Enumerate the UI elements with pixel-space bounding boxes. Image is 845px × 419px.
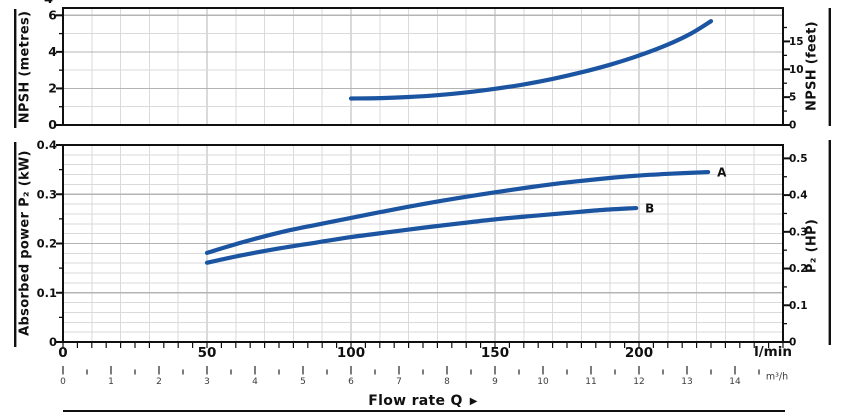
svg-text:0: 0 — [60, 377, 66, 387]
svg-text:15: 15 — [789, 36, 804, 48]
svg-text:0.5: 0.5 — [789, 153, 808, 165]
x-axis-title-text: Flow rate Q — [368, 393, 463, 409]
curve-b — [204, 205, 639, 265]
svg-text:0.4: 0.4 — [37, 138, 57, 152]
x-axis-title: Flow rate Q ▶ — [368, 393, 477, 409]
svg-text:50: 50 — [198, 345, 217, 361]
svg-text:0.2: 0.2 — [789, 263, 808, 275]
svg-text:0.4: 0.4 — [789, 190, 808, 202]
svg-text:B: B — [645, 202, 654, 216]
y-axis-title-npsh-feet: NPSH (feet) — [804, 21, 820, 111]
svg-text:6: 6 — [348, 377, 354, 387]
svg-text:4: 4 — [252, 377, 258, 387]
x-axis-unit-m3h: m³/h — [765, 371, 789, 383]
svg-text:150: 150 — [481, 345, 509, 361]
svg-text:11: 11 — [585, 377, 596, 387]
svg-text:100: 100 — [337, 345, 365, 361]
cutoff-tick-label: 4 — [44, 0, 53, 7]
svg-text:14: 14 — [729, 377, 741, 387]
y-axis-title-npsh-metres: NPSH (metres) — [17, 10, 33, 124]
svg-text:0.1: 0.1 — [789, 300, 808, 312]
svg-text:2: 2 — [156, 377, 162, 387]
svg-text:1: 1 — [108, 377, 114, 387]
svg-text:10: 10 — [789, 64, 804, 76]
svg-text:12: 12 — [633, 377, 644, 387]
svg-text:6: 6 — [48, 7, 57, 22]
svg-text:0: 0 — [789, 337, 796, 349]
curve-npsh — [348, 19, 714, 101]
svg-text:0: 0 — [49, 335, 57, 349]
svg-text:A: A — [717, 166, 727, 180]
svg-text:5: 5 — [300, 377, 306, 387]
right-arrow-icon: ▶ — [469, 395, 478, 407]
y-axis-title-power-hp: P₂ (HP) — [804, 218, 820, 274]
svg-text:0: 0 — [789, 120, 796, 132]
svg-text:5: 5 — [789, 92, 796, 104]
svg-text:0: 0 — [58, 345, 67, 361]
svg-text:2: 2 — [48, 80, 57, 95]
y-axis-title-power-kw: Absorbed power P₂ (kW) — [17, 150, 33, 336]
svg-text:200: 200 — [625, 345, 653, 361]
svg-text:9: 9 — [492, 377, 498, 387]
svg-text:0.3: 0.3 — [789, 226, 808, 238]
svg-text:10: 10 — [537, 377, 549, 387]
svg-text:0: 0 — [48, 117, 57, 132]
svg-text:0.3: 0.3 — [37, 187, 57, 201]
svg-text:13: 13 — [681, 377, 692, 387]
svg-text:3: 3 — [204, 377, 210, 387]
svg-text:0.2: 0.2 — [37, 237, 57, 251]
x-axis-unit-lmin: l/min — [754, 344, 792, 360]
svg-text:4: 4 — [48, 44, 57, 59]
curve-a — [204, 169, 711, 255]
svg-text:0.1: 0.1 — [37, 286, 57, 300]
svg-text:8: 8 — [444, 377, 450, 387]
svg-text:7: 7 — [396, 377, 402, 387]
